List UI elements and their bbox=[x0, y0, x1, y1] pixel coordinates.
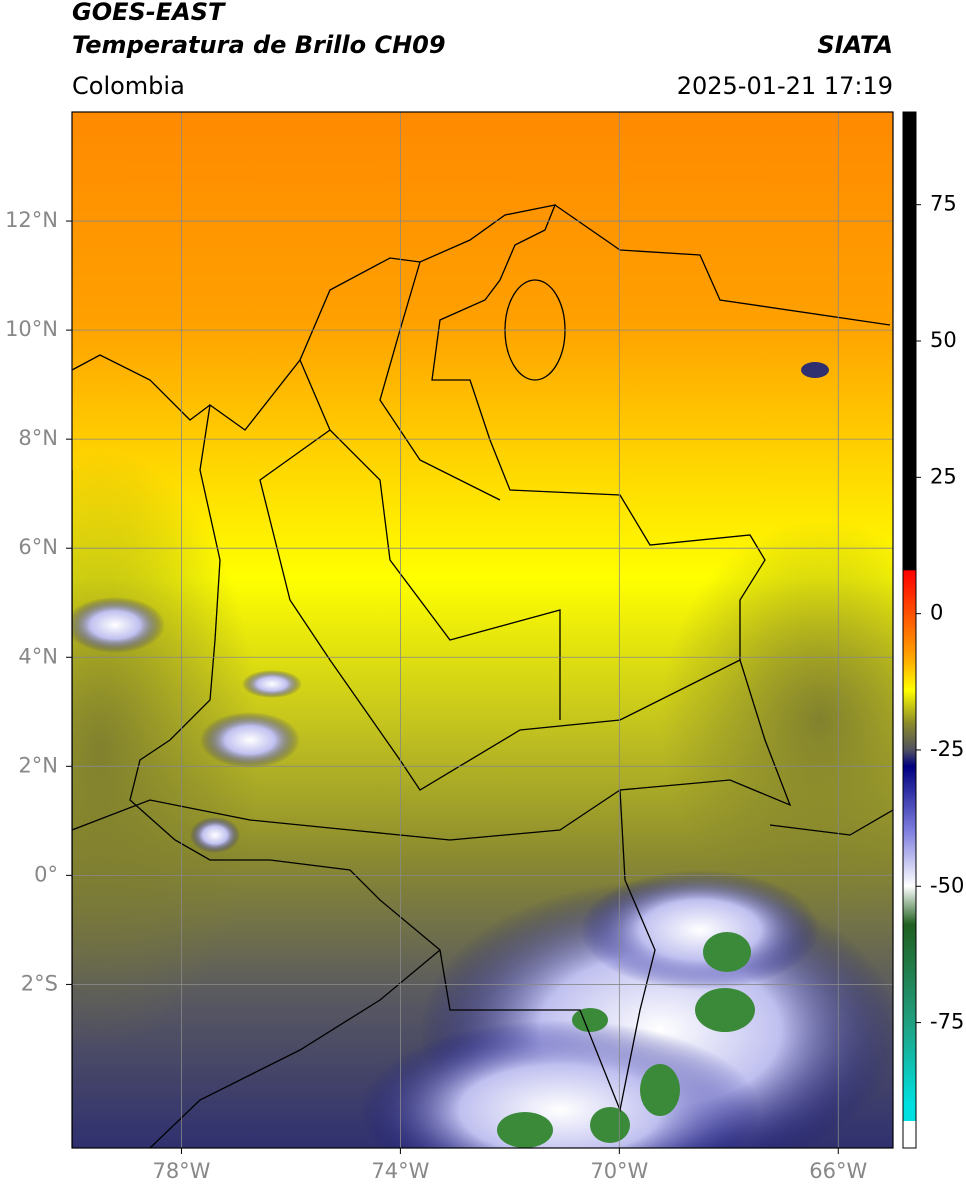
x-tick-label: 66°W bbox=[809, 1159, 867, 1183]
y-tick-label: 2°N bbox=[18, 753, 58, 777]
x-tick-label: 78°W bbox=[152, 1159, 210, 1183]
header: GOES-EAST Temperatura de Brillo CH09 SIA… bbox=[72, 0, 893, 100]
colorbar-tick-label: 25 bbox=[930, 464, 957, 488]
colorbar-tick-label: -50 bbox=[930, 873, 964, 897]
colorbar-tick-label: 0 bbox=[930, 601, 943, 625]
y-tick-label: 10°N bbox=[5, 317, 58, 341]
timestamp: 2025-01-21 17:19 bbox=[677, 72, 893, 100]
region: Colombia bbox=[72, 72, 185, 100]
x-tick-label: 74°W bbox=[371, 1159, 429, 1183]
y-tick-label: 12°N bbox=[5, 208, 58, 232]
y-tick-label: 2°S bbox=[21, 971, 58, 995]
x-tick-label: 70°W bbox=[590, 1159, 648, 1183]
satellite-image bbox=[72, 112, 893, 1148]
colorbar-tick-label: -75 bbox=[930, 1010, 964, 1034]
y-tick-label: 4°N bbox=[18, 644, 58, 668]
map-frame bbox=[71, 111, 894, 1149]
colorbar-tick-label: -25 bbox=[930, 737, 964, 761]
y-tick-label: 6°N bbox=[18, 535, 58, 559]
colorbar bbox=[902, 111, 917, 1149]
grid bbox=[72, 112, 893, 1148]
colorbar-tick-label: 75 bbox=[930, 192, 957, 216]
title: GOES-EAST bbox=[72, 0, 226, 26]
source: SIATA bbox=[817, 31, 893, 59]
colorbar-tick-label: 50 bbox=[930, 328, 957, 352]
y-tick-label: 8°N bbox=[18, 426, 58, 450]
subtitle: Temperatura de Brillo CH09 bbox=[72, 31, 446, 59]
y-tick-label: 0° bbox=[34, 862, 58, 886]
